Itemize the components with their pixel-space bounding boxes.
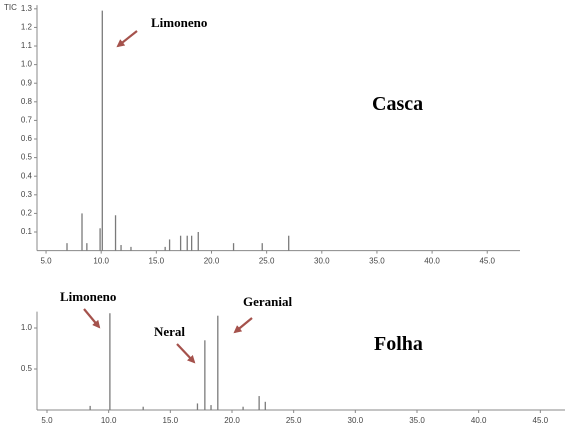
x-tick-label: 30.0 bbox=[314, 257, 330, 266]
x-tick-label: 5.0 bbox=[40, 257, 52, 266]
x-tick-label: 25.0 bbox=[286, 416, 302, 425]
annotation: Geranial bbox=[243, 294, 292, 309]
y-tick-label: 0.9 bbox=[21, 78, 33, 87]
x-tick-label: 5.0 bbox=[41, 416, 53, 425]
x-tick-label: 35.0 bbox=[369, 257, 385, 266]
arrow bbox=[233, 317, 253, 334]
y-tick-label: 0.7 bbox=[21, 116, 33, 125]
y-tick-label: 0.5 bbox=[21, 153, 33, 162]
x-tick-label: 40.0 bbox=[424, 257, 440, 266]
y-tick-label: 0.8 bbox=[21, 97, 33, 106]
chart-label: Casca bbox=[372, 93, 423, 115]
x-tick-label: 20.0 bbox=[224, 416, 240, 425]
x-tick-label: 30.0 bbox=[348, 416, 364, 425]
arrow bbox=[116, 30, 138, 48]
x-tick-label: 35.0 bbox=[409, 416, 425, 425]
y-tick-label: 0.5 bbox=[21, 364, 33, 373]
y-tick-label: 0.6 bbox=[21, 134, 33, 143]
y-tick-label: 1.0 bbox=[21, 323, 33, 332]
annotation: Limoneno bbox=[151, 15, 207, 30]
x-tick-label: 10.0 bbox=[101, 416, 117, 425]
y-tick-label: 1.3 bbox=[21, 4, 33, 13]
y-tick-label: 1.2 bbox=[21, 23, 33, 32]
y-tick-label: 0.2 bbox=[21, 209, 33, 218]
x-tick-label: 20.0 bbox=[204, 257, 220, 266]
x-tick-label: 25.0 bbox=[259, 257, 275, 266]
y-axis-label: TIC bbox=[4, 3, 17, 12]
x-tick-label: 10.0 bbox=[93, 257, 109, 266]
x-tick-label: 15.0 bbox=[163, 416, 179, 425]
annotation: Neral bbox=[154, 324, 185, 339]
chart-label: Folha bbox=[374, 333, 423, 355]
x-tick-label: 15.0 bbox=[149, 257, 165, 266]
x-tick-label: 40.0 bbox=[471, 416, 487, 425]
arrow bbox=[176, 343, 196, 364]
y-tick-label: 0.4 bbox=[21, 171, 33, 180]
arrow bbox=[83, 308, 101, 329]
y-tick-label: 0.1 bbox=[21, 227, 33, 236]
x-tick-label: 45.0 bbox=[533, 416, 549, 425]
y-tick-label: 1.0 bbox=[21, 60, 33, 69]
y-tick-label: 0.3 bbox=[21, 190, 33, 199]
annotation: Limoneno bbox=[60, 289, 116, 304]
y-tick-label: 1.1 bbox=[21, 41, 33, 50]
x-tick-label: 45.0 bbox=[479, 257, 495, 266]
